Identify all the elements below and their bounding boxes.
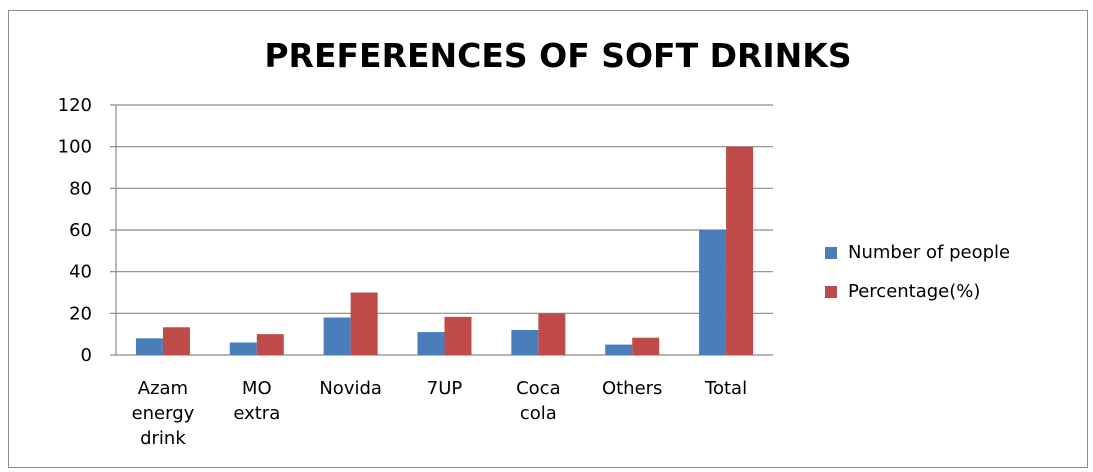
x-category-label: Others xyxy=(602,378,663,399)
bar-number-of-people-4 xyxy=(511,330,539,355)
bars xyxy=(135,146,754,355)
x-category-label: Coca cola xyxy=(516,378,561,424)
chart-title: PREFERENCES OF SOFT DRINKS xyxy=(264,36,851,75)
gridlines xyxy=(116,104,773,314)
y-tick-label: 0 xyxy=(81,345,92,366)
y-tick-label: 20 xyxy=(69,303,92,324)
y-tick-label: 80 xyxy=(69,178,92,199)
bar-number-of-people-0 xyxy=(135,338,163,355)
bar-percentage-1 xyxy=(256,334,284,355)
y-tick-label: 120 xyxy=(58,95,92,116)
legend-label: Percentage(%) xyxy=(848,281,980,302)
chart-frame xyxy=(8,10,1088,468)
legend-swatch xyxy=(825,286,837,298)
bar-number-of-people-5 xyxy=(605,344,633,355)
y-tick-label: 60 xyxy=(69,220,92,241)
x-category-label: MO extra xyxy=(233,378,280,424)
bar-percentage-5 xyxy=(632,337,660,355)
x-category-label: Novida xyxy=(319,378,382,399)
x-category-label: Total xyxy=(704,378,747,399)
bar-percentage-0 xyxy=(162,327,190,355)
bar-percentage-3 xyxy=(444,316,472,355)
x-category-label: 7UP xyxy=(427,378,463,399)
bar-number-of-people-3 xyxy=(417,332,445,355)
bar-percentage-2 xyxy=(350,292,378,355)
axis-labels: 0 20 40 60 80 100 120 Azam energy drink MO extra Nov… xyxy=(58,95,747,449)
bar-percentage-4 xyxy=(538,313,566,355)
legend-label: Number of people xyxy=(848,242,1010,263)
bar-number-of-people-2 xyxy=(323,317,351,355)
x-category-label: Azam energy drink xyxy=(132,378,195,449)
bar-percentage-6 xyxy=(726,146,754,355)
bar-number-of-people-1 xyxy=(229,342,257,355)
legend: Number of people Percentage(%) xyxy=(825,242,1010,302)
y-tick-label: 100 xyxy=(58,137,92,158)
legend-swatch xyxy=(825,247,837,259)
y-tick-label: 40 xyxy=(69,262,92,283)
bar-number-of-people-6 xyxy=(699,230,727,355)
